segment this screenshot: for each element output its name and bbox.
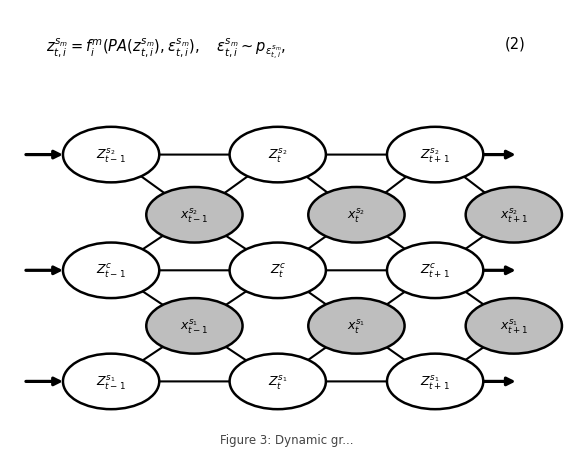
- Ellipse shape: [466, 188, 562, 243]
- Text: $Z_{t+1}^{s_1}$: $Z_{t+1}^{s_1}$: [420, 373, 450, 391]
- Ellipse shape: [466, 299, 562, 354]
- Text: $x_{t-1}^{s_2}$: $x_{t-1}^{s_2}$: [180, 206, 209, 225]
- Text: $Z_{t-1}^{s_2}$: $Z_{t-1}^{s_2}$: [96, 146, 126, 165]
- Ellipse shape: [230, 354, 326, 409]
- Ellipse shape: [308, 188, 405, 243]
- Text: $Z_{t+1}^c$: $Z_{t+1}^c$: [420, 262, 450, 280]
- Ellipse shape: [230, 243, 326, 299]
- Text: $x_{t+1}^{s_2}$: $x_{t+1}^{s_2}$: [499, 206, 528, 225]
- Text: $Z_{t-1}^c$: $Z_{t-1}^c$: [96, 262, 126, 280]
- Ellipse shape: [387, 128, 483, 183]
- Text: $Z_t^{s_1}$: $Z_t^{s_1}$: [268, 373, 288, 391]
- Text: (2): (2): [505, 36, 526, 51]
- Text: $x_{t-1}^{s_1}$: $x_{t-1}^{s_1}$: [180, 317, 209, 336]
- Text: Figure 3: Dynamic gr...: Figure 3: Dynamic gr...: [220, 433, 354, 446]
- Text: $Z_{t-1}^{s_1}$: $Z_{t-1}^{s_1}$: [96, 373, 126, 391]
- Ellipse shape: [387, 354, 483, 409]
- Ellipse shape: [63, 243, 159, 299]
- Ellipse shape: [230, 128, 326, 183]
- Text: $x_t^{s_1}$: $x_t^{s_1}$: [347, 317, 366, 336]
- Text: $x_t^{s_2}$: $x_t^{s_2}$: [347, 206, 366, 225]
- Text: $Z_{t+1}^{s_2}$: $Z_{t+1}^{s_2}$: [420, 146, 450, 165]
- Text: $z_{t,i}^{s_m} = f_i^m(PA(z_{t,i}^{s_m}), \epsilon_{t,i}^{s_m}), \quad \epsilon_: $z_{t,i}^{s_m} = f_i^m(PA(z_{t,i}^{s_m})…: [46, 36, 286, 61]
- Ellipse shape: [308, 299, 405, 354]
- Ellipse shape: [387, 243, 483, 299]
- Text: $Z_t^{s_2}$: $Z_t^{s_2}$: [268, 146, 288, 165]
- Ellipse shape: [63, 128, 159, 183]
- Text: $Z_t^c$: $Z_t^c$: [270, 262, 286, 280]
- Ellipse shape: [63, 354, 159, 409]
- Ellipse shape: [146, 188, 243, 243]
- Ellipse shape: [146, 299, 243, 354]
- Text: $x_{t+1}^{s_1}$: $x_{t+1}^{s_1}$: [499, 317, 528, 336]
